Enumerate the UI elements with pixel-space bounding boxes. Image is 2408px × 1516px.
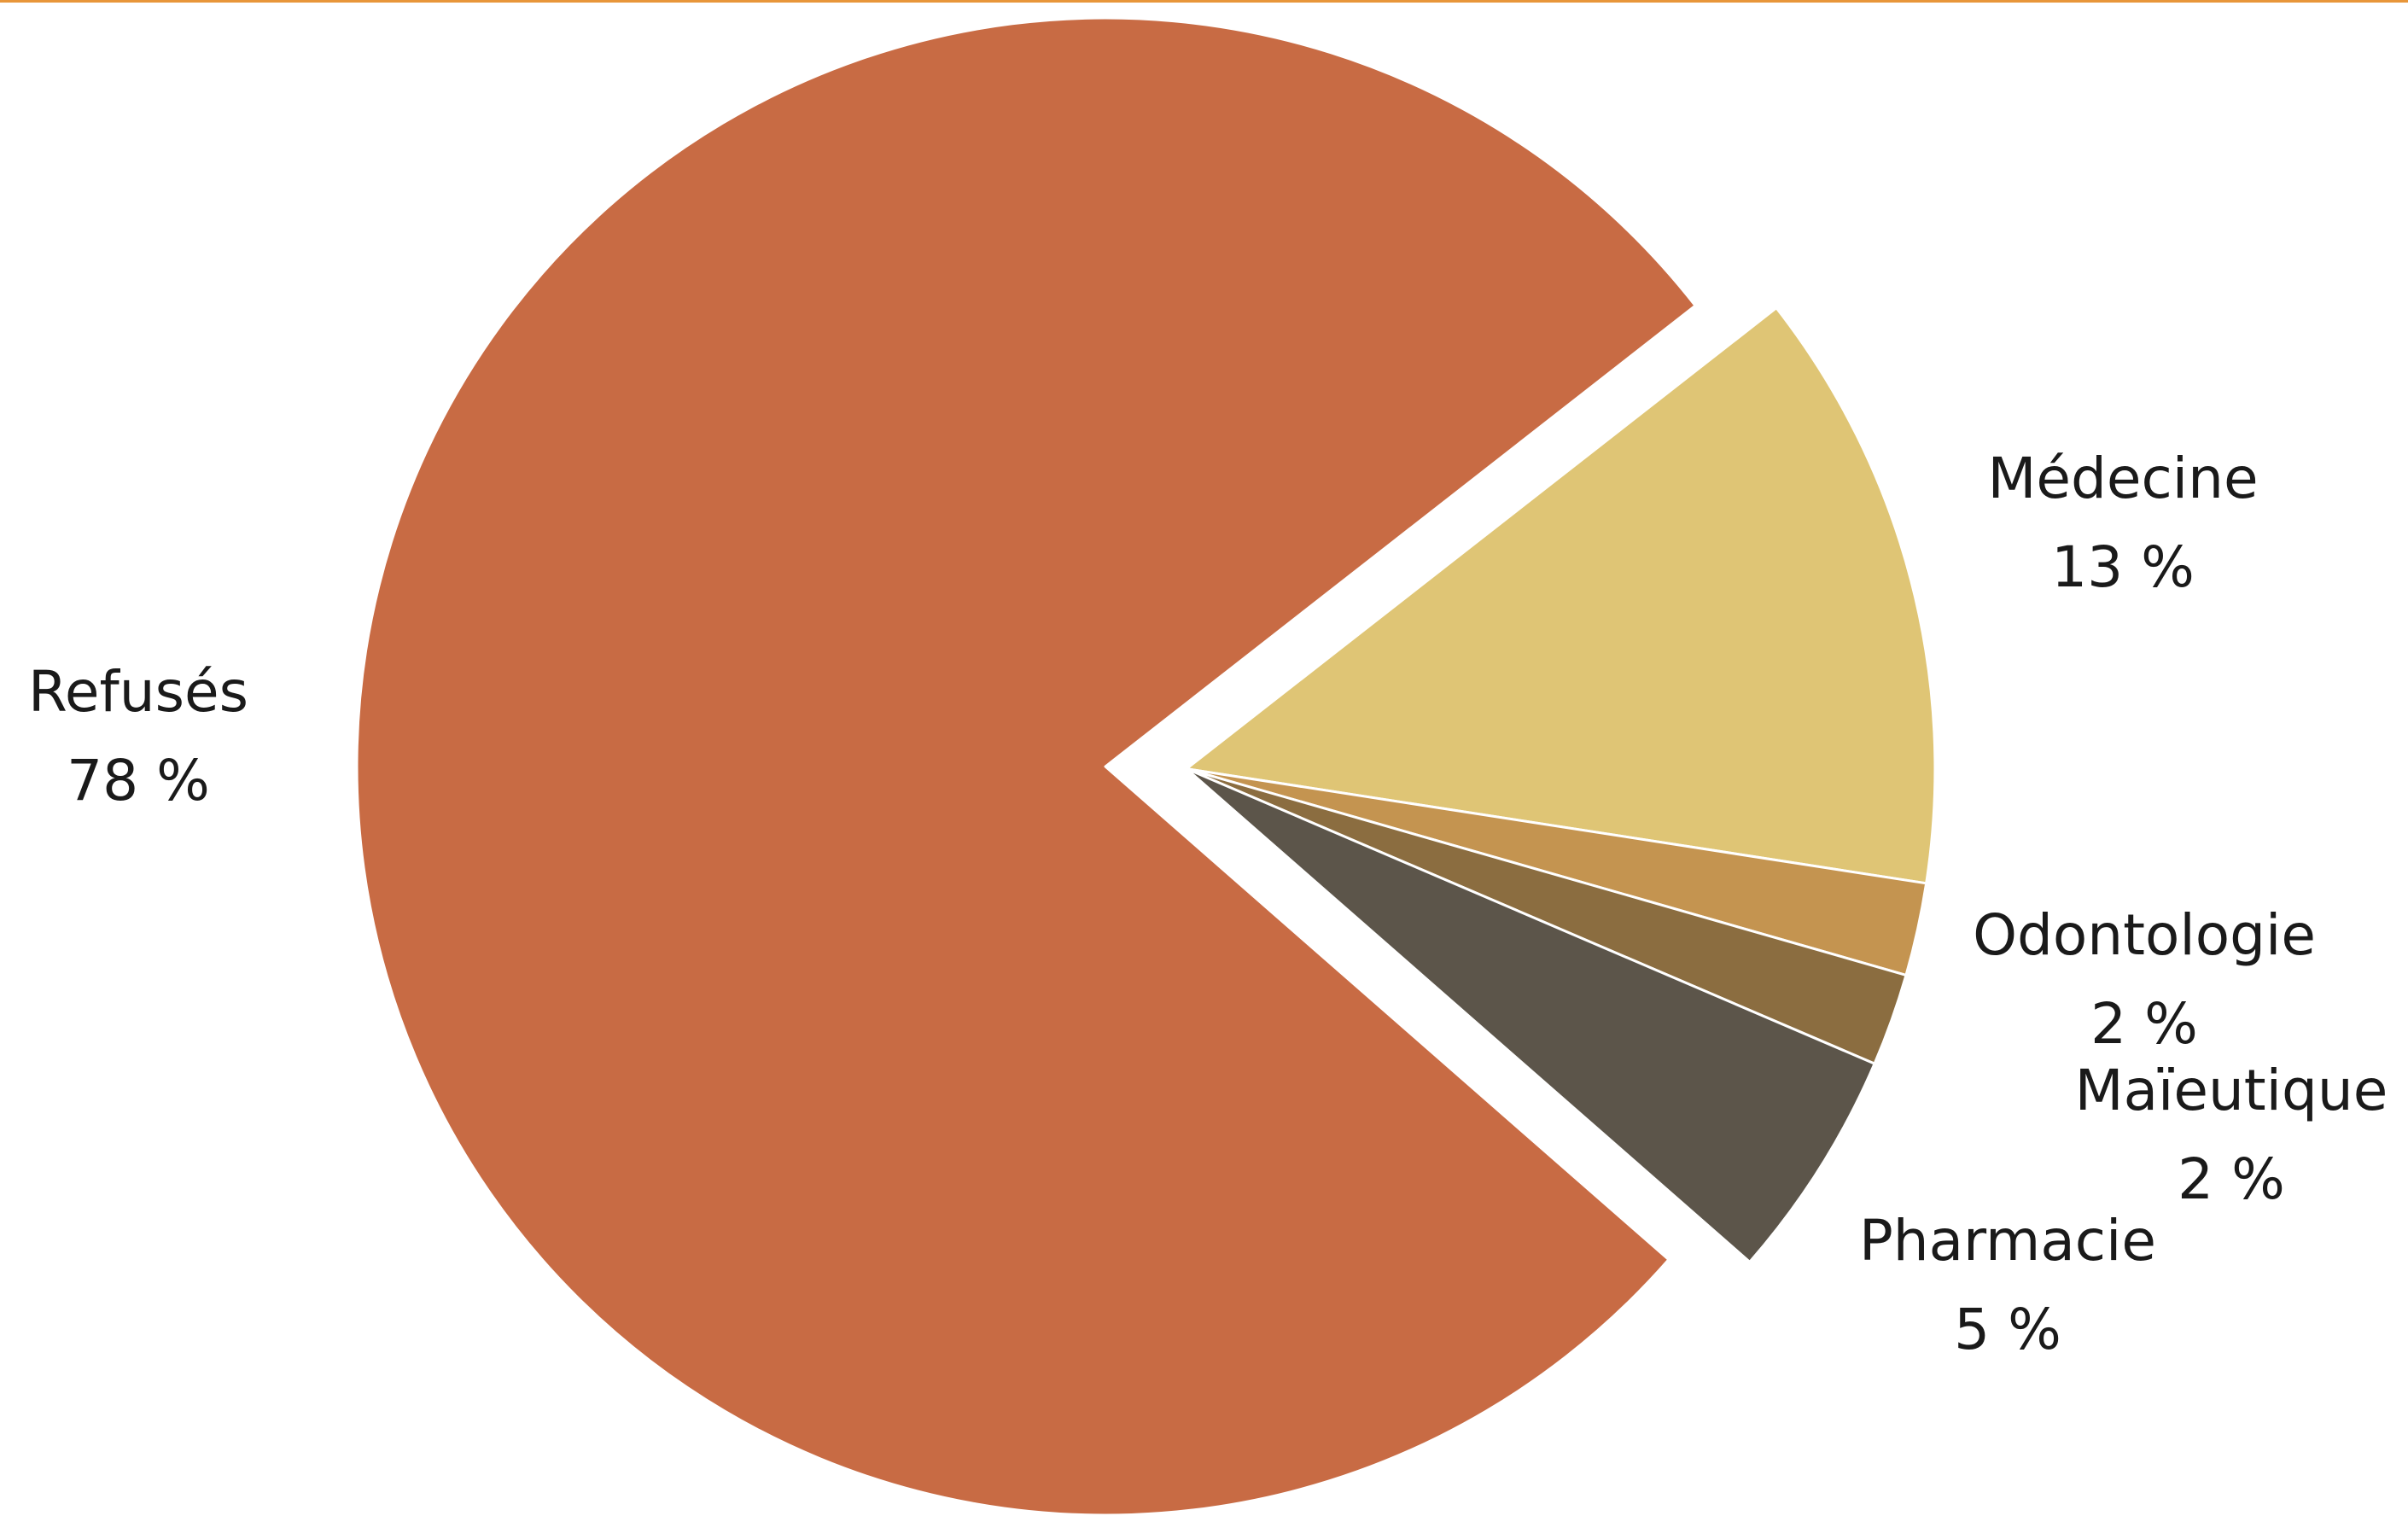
slice-label-odontologie: Odontologie xyxy=(1973,902,2316,968)
top-rule xyxy=(0,0,2408,3)
pie-slice-refuses xyxy=(355,16,1697,1516)
slice-label-pharmacie: Pharmacie xyxy=(1859,1208,2156,1274)
slice-labels: Médecine 13 % Odontologie 2 % Maïeutique… xyxy=(28,446,2388,1362)
slice-label-maieutique: Maïeutique xyxy=(2075,1058,2388,1123)
slice-label-refuses: Refusés xyxy=(28,659,248,725)
slice-value-pharmacie: 5 % xyxy=(1954,1297,2061,1362)
pie-slice-pharmacie xyxy=(1185,767,1876,1263)
slice-value-medecine: 13 % xyxy=(2051,534,2195,600)
slice-value-maieutique: 2 % xyxy=(2178,1146,2285,1212)
slice-value-refuses: 78 % xyxy=(67,748,210,813)
pie-slice-medecine xyxy=(1185,306,1937,885)
pie-slices xyxy=(355,16,1937,1516)
slice-value-odontologie: 2 % xyxy=(2090,991,2198,1057)
slice-label-medecine: Médecine xyxy=(1987,446,2258,511)
